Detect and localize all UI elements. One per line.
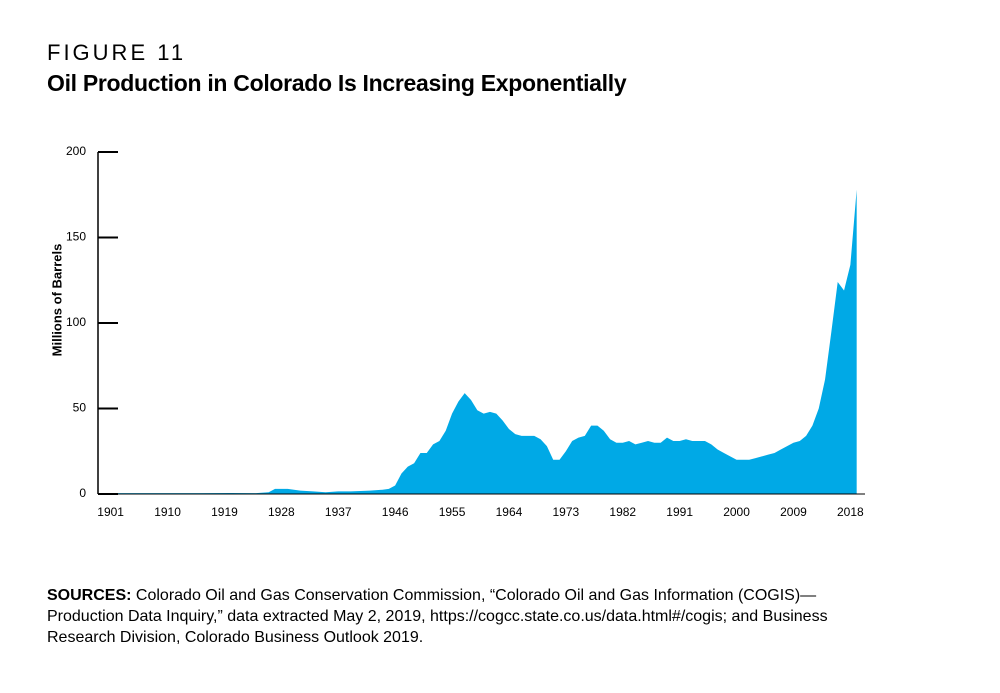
y-tick-label: 200 — [66, 144, 86, 158]
x-tick-label: 2009 — [780, 505, 807, 519]
x-tick-label: 1955 — [439, 505, 466, 519]
x-tick-label: 1928 — [268, 505, 295, 519]
x-tick-label: 1919 — [211, 505, 238, 519]
x-tick-label: 1991 — [666, 505, 693, 519]
x-tick-label: 2018 — [837, 505, 864, 519]
x-tick-label: 1982 — [609, 505, 636, 519]
y-tick-label: 150 — [66, 230, 86, 244]
y-tick-label: 100 — [66, 315, 86, 329]
x-tick-label: 1901 — [97, 505, 124, 519]
x-tick-label: 1910 — [154, 505, 181, 519]
area — [98, 189, 857, 494]
x-tick-label: 1937 — [325, 505, 352, 519]
x-tick-label: 2000 — [723, 505, 750, 519]
x-tick-label: 1946 — [382, 505, 409, 519]
chart-title: Oil Production in Colorado Is Increasing… — [47, 70, 627, 96]
x-tick-label: 1973 — [552, 505, 579, 519]
y-tick-label: 50 — [73, 401, 87, 415]
sources: SOURCES: Colorado Oil and Gas Conservati… — [47, 585, 867, 648]
figure-label: FIGURE 11 — [47, 40, 187, 65]
x-tick-label: 1964 — [496, 505, 523, 519]
y-tick-label: 0 — [79, 486, 86, 500]
sources-label: SOURCES: — [47, 587, 132, 604]
y-axis-label: Millions of Barrels — [49, 244, 64, 357]
sources-text: Colorado Oil and Gas Conservation Commis… — [47, 587, 828, 646]
